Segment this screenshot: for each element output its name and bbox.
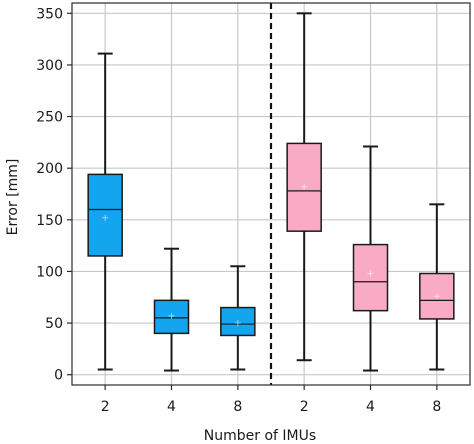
mean-marker: [102, 214, 109, 221]
mean-marker: [433, 293, 440, 300]
x-tick-label: 4: [366, 399, 375, 415]
box-plot-group-1-2: [87, 52, 123, 371]
box-plot-group-2-8: [419, 203, 455, 371]
axes: 0 50 100 150 200 250 300 350 2 4 8 2 4 8: [36, 2, 471, 415]
y-tick-label: 350: [36, 6, 63, 22]
mean-marker: [168, 312, 175, 319]
y-tick-label: 200: [36, 161, 63, 177]
x-tick-label: 8: [432, 399, 441, 415]
mean-marker: [301, 183, 308, 190]
box-plot-group-2-2: [286, 12, 322, 362]
x-tick-label: 4: [167, 399, 176, 415]
y-tick-label: 50: [45, 316, 63, 332]
y-tick-label: 300: [36, 58, 63, 74]
box-plot-group-2-4: [352, 145, 389, 372]
x-tick-label: 2: [300, 399, 309, 415]
x-axis-title: Number of IMUs: [204, 428, 316, 444]
x-tick-label: 2: [101, 399, 110, 415]
iqr-box: [352, 243, 389, 312]
box-plot-group-1-8: [220, 265, 256, 371]
plot-frame: [71, 2, 471, 386]
box-plot-group-1-4: [153, 247, 190, 372]
box-plots: [87, 3, 455, 385]
y-tick-label: 0: [54, 368, 63, 384]
x-tick-label: 8: [233, 399, 242, 415]
mean-marker: [367, 270, 374, 277]
y-axis-title: Error [mm]: [5, 159, 21, 236]
y-tick-label: 150: [36, 213, 63, 229]
y-tick-label: 250: [36, 110, 63, 126]
iqr-box: [87, 173, 123, 257]
mean-marker: [234, 320, 241, 327]
y-tick-label: 100: [36, 264, 63, 280]
